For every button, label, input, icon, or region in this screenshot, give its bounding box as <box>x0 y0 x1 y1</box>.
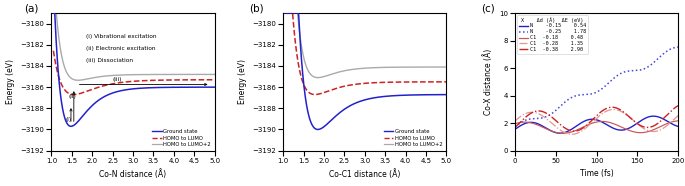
X-axis label: Co-C1 distance (Å): Co-C1 distance (Å) <box>329 169 401 179</box>
Text: (ii) Electronic excitation: (ii) Electronic excitation <box>86 46 155 51</box>
Text: (b): (b) <box>249 4 264 14</box>
Y-axis label: Energy (eV): Energy (eV) <box>238 59 247 104</box>
Text: (ii): (ii) <box>68 94 77 99</box>
Text: (c): (c) <box>481 4 495 14</box>
Text: (iii) Dissociation: (iii) Dissociation <box>86 58 133 63</box>
Text: (i) Vibrational excitation: (i) Vibrational excitation <box>86 34 157 39</box>
Legend: Ground state, HOMO to LUMO, HOMO to LUMO+2: Ground state, HOMO to LUMO, HOMO to LUMO… <box>382 127 445 149</box>
X-axis label: Time (fs): Time (fs) <box>580 169 613 178</box>
Legend: Ground state, HOMO to LUMO, HOMO to LUMO+2: Ground state, HOMO to LUMO, HOMO to LUMO… <box>150 127 213 149</box>
Text: (i): (i) <box>66 117 72 122</box>
X-axis label: Co-N distance (Å): Co-N distance (Å) <box>99 169 166 179</box>
Text: (a): (a) <box>23 4 38 14</box>
Y-axis label: Co-X distance (Å): Co-X distance (Å) <box>484 49 493 115</box>
Y-axis label: Energy (eV): Energy (eV) <box>6 59 15 104</box>
Text: (iii): (iii) <box>112 77 122 82</box>
Legend: N    -0.15    0.54, N    -0.25    1.78, C1  -0.18    0.48, C1  -0.28    1.35, C1: N -0.15 0.54, N -0.25 1.78, C1 -0.18 0.4… <box>517 15 588 54</box>
